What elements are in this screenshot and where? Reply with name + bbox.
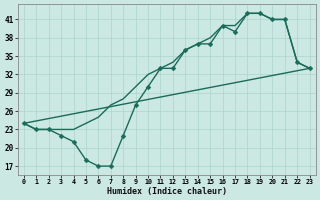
X-axis label: Humidex (Indice chaleur): Humidex (Indice chaleur) [107, 187, 227, 196]
